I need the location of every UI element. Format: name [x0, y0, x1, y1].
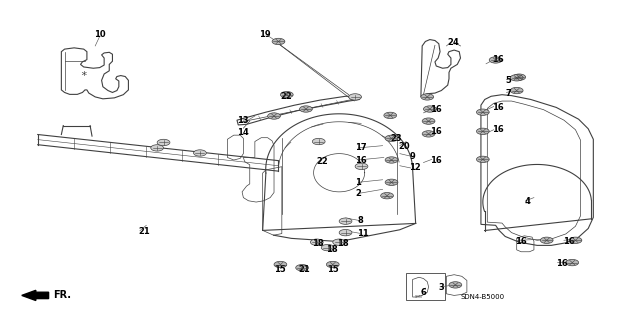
Circle shape: [476, 156, 489, 163]
Text: 11: 11: [357, 229, 369, 238]
Circle shape: [151, 145, 164, 151]
Text: 9: 9: [410, 152, 415, 161]
Text: 12: 12: [410, 164, 421, 172]
Circle shape: [349, 94, 362, 100]
Circle shape: [384, 112, 397, 119]
Text: 4: 4: [524, 197, 530, 206]
Circle shape: [272, 38, 285, 45]
Text: 18: 18: [312, 239, 323, 248]
Text: 16: 16: [563, 237, 575, 246]
Text: 16: 16: [556, 259, 568, 268]
Text: 19: 19: [259, 30, 271, 39]
Text: 15: 15: [274, 265, 285, 275]
Circle shape: [513, 74, 525, 80]
Text: 6: 6: [420, 288, 426, 297]
Circle shape: [385, 179, 398, 186]
Circle shape: [355, 163, 368, 170]
Text: 16: 16: [515, 237, 527, 246]
Circle shape: [569, 237, 582, 244]
Text: 1: 1: [355, 178, 361, 187]
FancyArrow shape: [22, 290, 49, 300]
Text: 22: 22: [280, 92, 292, 101]
Circle shape: [510, 75, 523, 81]
Text: 17: 17: [355, 143, 367, 152]
Text: 8: 8: [357, 216, 363, 225]
Circle shape: [326, 261, 339, 268]
Circle shape: [339, 218, 352, 224]
Text: 24: 24: [448, 38, 460, 47]
Text: 18: 18: [326, 245, 337, 254]
Circle shape: [422, 131, 435, 137]
Text: 20: 20: [398, 142, 410, 151]
Circle shape: [449, 282, 462, 288]
Text: *: *: [81, 71, 87, 81]
Text: SDN4-B5000: SDN4-B5000: [461, 294, 504, 300]
Circle shape: [510, 87, 523, 94]
Text: 7: 7: [505, 89, 511, 98]
Circle shape: [274, 261, 287, 268]
Text: 10: 10: [94, 30, 106, 39]
Text: 16: 16: [355, 156, 367, 164]
Circle shape: [476, 109, 489, 116]
Circle shape: [157, 139, 170, 146]
Circle shape: [489, 57, 502, 63]
Text: 16: 16: [492, 55, 504, 64]
Text: SDN: SDN: [415, 295, 422, 299]
Text: 5: 5: [505, 76, 511, 85]
Circle shape: [300, 106, 312, 112]
Text: 18: 18: [337, 239, 349, 248]
Text: 16: 16: [430, 156, 442, 164]
Circle shape: [339, 229, 352, 236]
Text: 16: 16: [492, 125, 504, 134]
Circle shape: [310, 239, 323, 245]
Circle shape: [424, 106, 436, 112]
Circle shape: [385, 135, 398, 141]
Text: 16: 16: [430, 127, 442, 136]
Circle shape: [566, 260, 579, 266]
Circle shape: [280, 92, 293, 98]
Text: 3: 3: [438, 283, 444, 292]
Circle shape: [421, 94, 434, 100]
Text: 2: 2: [355, 189, 361, 198]
Text: 15: 15: [327, 265, 339, 275]
Circle shape: [381, 193, 394, 199]
Text: 16: 16: [492, 103, 504, 112]
Text: 16: 16: [430, 105, 442, 114]
Text: 14: 14: [237, 128, 249, 137]
Text: 13: 13: [237, 116, 248, 125]
Circle shape: [321, 244, 334, 251]
Text: 21: 21: [138, 227, 150, 236]
Circle shape: [333, 239, 346, 245]
Text: 21: 21: [298, 265, 310, 275]
Text: FR.: FR.: [53, 290, 71, 300]
Circle shape: [296, 265, 308, 271]
Text: 23: 23: [390, 134, 402, 143]
Circle shape: [193, 150, 206, 156]
Circle shape: [540, 237, 553, 244]
Text: 22: 22: [317, 157, 328, 166]
Circle shape: [476, 128, 489, 134]
Circle shape: [422, 118, 435, 124]
Circle shape: [385, 157, 398, 163]
Circle shape: [268, 113, 280, 119]
Circle shape: [312, 138, 325, 145]
